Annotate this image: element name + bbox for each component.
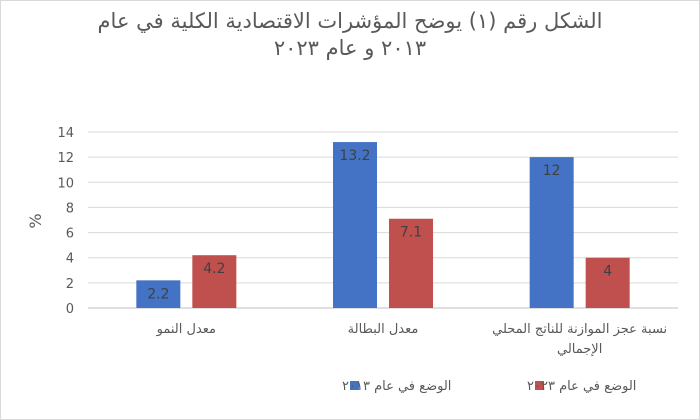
bar-series-2	[389, 218, 433, 308]
chart-title-line-1: الشكل رقم (١) يوضح المؤشرات الاقتصادية ا…	[97, 9, 603, 33]
x-category-label: معدل البطالة	[348, 322, 419, 337]
y-tick-label: 8	[66, 201, 74, 216]
data-label: 12	[543, 163, 561, 179]
y-tick-label: 12	[57, 151, 74, 166]
bar-series-2	[585, 257, 630, 308]
bar-series-1	[529, 157, 574, 308]
data-label: 13.2	[339, 148, 370, 164]
y-tick-label: 2	[66, 277, 74, 292]
x-axis-category-labels: معدل النمو معدل البطالة نسبة عجز الموازنة …	[156, 322, 668, 357]
y-tick-label: 0	[66, 302, 74, 317]
y-tick-label: 6	[66, 227, 74, 242]
gridlines	[88, 131, 678, 309]
y-tick-label: 4	[66, 252, 74, 267]
legend-swatch-2	[535, 381, 544, 390]
x-category-label: الإجمالي	[557, 342, 602, 357]
bar-series-2	[192, 255, 237, 308]
chart-title-line-2: ٢٠١٣ و عام ٢٠٢٣	[273, 36, 427, 60]
y-axis-label: %	[26, 213, 45, 228]
legend-label-1: الوضع في عام ٢٠١٣	[342, 379, 451, 394]
x-category-label: نسبة عجز الموازنة للناتج المحلي	[492, 322, 667, 337]
y-axis-tick-labels: 0 2 4 6 8 10 12 14	[57, 126, 74, 317]
legend: الوضع في عام ٢٠١٣ الوضع في عام ٢٠٢٣	[342, 379, 636, 394]
bars	[136, 142, 630, 308]
data-label: 7.1	[400, 225, 422, 241]
data-label: 4	[603, 264, 612, 280]
bar-series-1	[136, 280, 181, 308]
data-labels: 2.2 4.2 13.2 7.1 12 4	[147, 148, 612, 302]
legend-swatch-1	[350, 381, 359, 390]
y-tick-label: 14	[57, 126, 74, 141]
chart-title: الشكل رقم (١) يوضح المؤشرات الاقتصادية ا…	[0, 8, 700, 62]
legend-label-2: الوضع في عام ٢٠٢٣	[527, 379, 636, 394]
y-tick-label: 10	[57, 176, 74, 191]
data-label: 4.2	[203, 261, 225, 277]
x-category-label: معدل النمو	[156, 322, 216, 337]
data-label: 2.2	[147, 286, 169, 302]
bar-series-1	[333, 142, 377, 308]
